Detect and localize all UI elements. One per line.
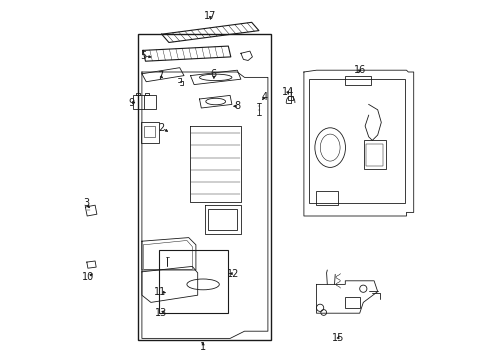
Text: 11: 11	[153, 287, 166, 297]
Bar	[143, 126, 155, 137]
Bar	[133, 95, 156, 109]
Bar	[287, 96, 293, 100]
Text: 9: 9	[128, 98, 134, 108]
Text: 12: 12	[226, 269, 239, 279]
Text: 6: 6	[210, 69, 217, 79]
Text: 14: 14	[281, 87, 293, 97]
Text: 8: 8	[234, 101, 240, 111]
Text: 7: 7	[157, 71, 163, 81]
Text: 16: 16	[353, 65, 365, 75]
Text: 15: 15	[331, 333, 344, 343]
Text: 17: 17	[203, 11, 216, 21]
Bar	[366, 144, 383, 166]
Bar	[138, 34, 271, 340]
Text: 10: 10	[81, 272, 94, 282]
Bar	[345, 297, 359, 308]
Text: 1: 1	[200, 342, 206, 352]
Bar	[345, 76, 370, 85]
Bar	[309, 79, 404, 203]
Bar	[141, 122, 159, 143]
Text: 13: 13	[155, 308, 167, 318]
Bar	[363, 140, 385, 169]
Text: 4: 4	[261, 92, 267, 102]
Bar	[316, 191, 337, 205]
Text: 3: 3	[83, 198, 89, 208]
Bar	[159, 250, 228, 313]
Text: 5: 5	[140, 51, 146, 61]
Bar	[208, 209, 237, 230]
Text: 2: 2	[158, 123, 164, 133]
